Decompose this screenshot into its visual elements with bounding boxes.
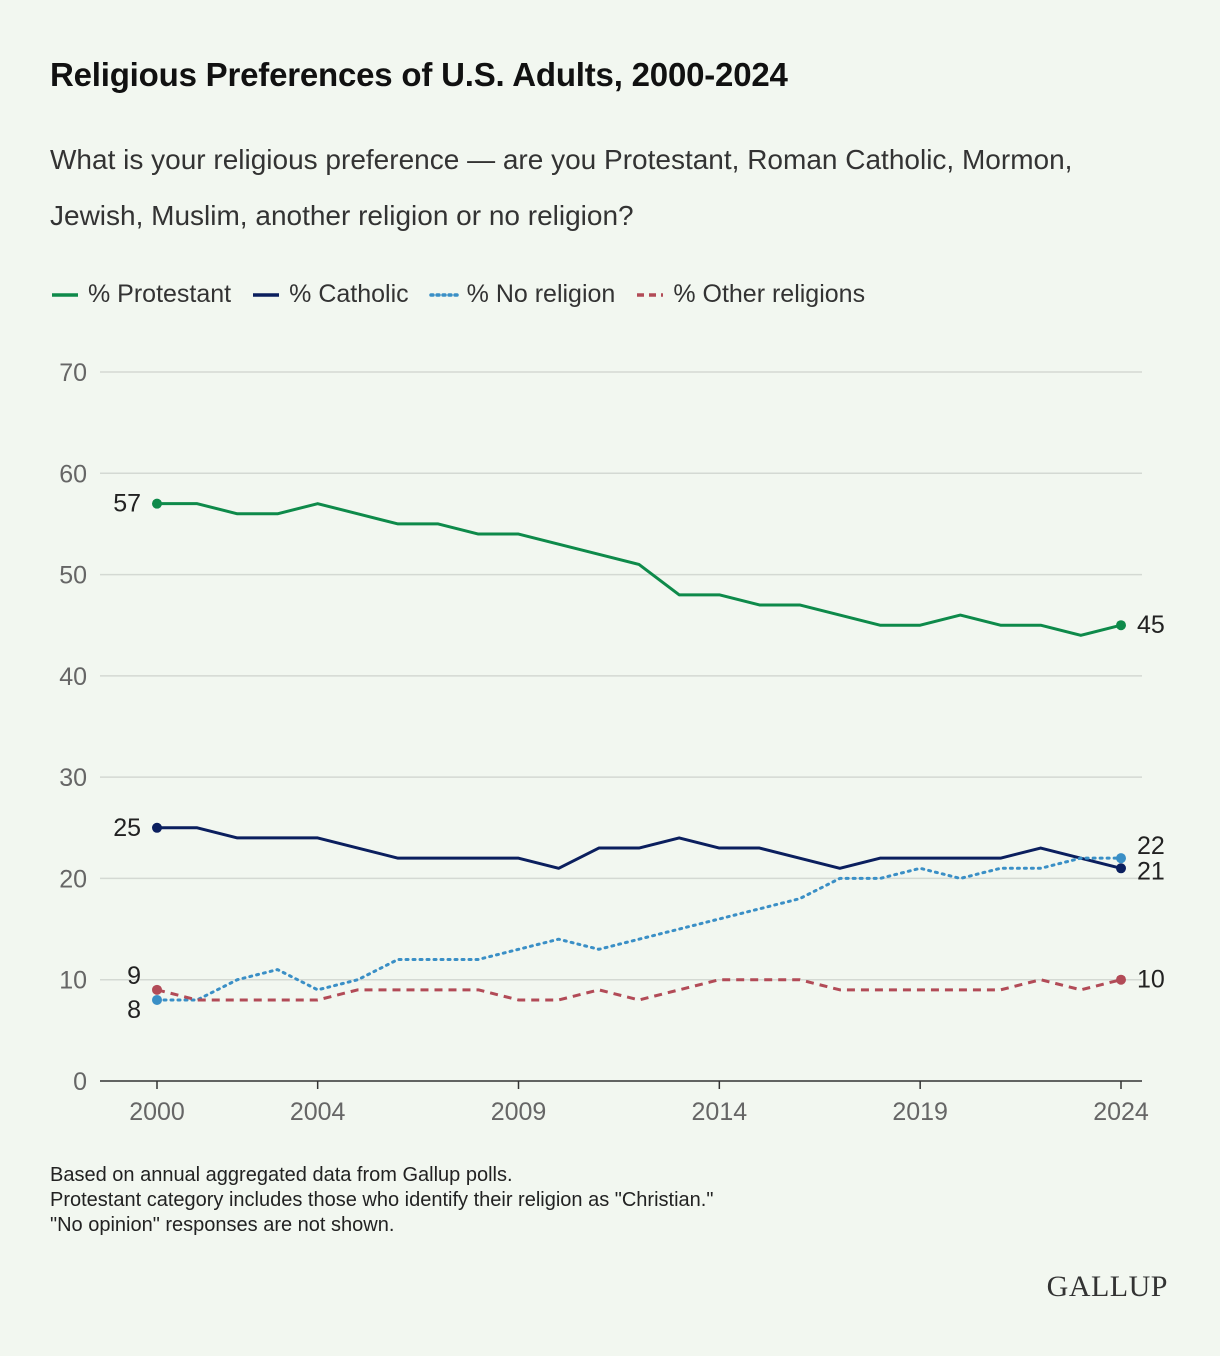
- y-tick-label-10: 10: [59, 967, 87, 995]
- x-tick-label-2009: 2009: [491, 1098, 547, 1126]
- y-tick-label-50: 50: [59, 562, 87, 590]
- legend-label-other-religions: % Other religions: [673, 280, 866, 308]
- y-tick-label-70: 70: [59, 359, 87, 387]
- legend-label-catholic: % Catholic: [289, 280, 409, 308]
- chart-title: Religious Preferences of U.S. Adults, 20…: [50, 56, 788, 93]
- end-point-no-religion: [1116, 853, 1126, 864]
- footnotes: Based on annual aggregated data from Gal…: [50, 1163, 713, 1238]
- end-point-other-religions: [1116, 974, 1126, 985]
- series-line-protestant: [157, 502, 1122, 637]
- series-line-other-religions: [156, 978, 1122, 1002]
- line-chart: 0 10 20 30 40 50 60 70 2000 2004 2009 2014 2019 2024 5…: [59, 359, 1165, 1126]
- end-label-protestant: 45: [1137, 611, 1165, 639]
- footnote-3: "No opinion" responses are not shown.: [50, 1214, 395, 1236]
- end-point-catholic: [1116, 863, 1126, 874]
- legend-swatch-catholic: [253, 292, 280, 297]
- x-tick-label-2024: 2024: [1093, 1098, 1149, 1126]
- legend-swatch-protestant: [52, 292, 78, 297]
- end-label-catholic: 21: [1137, 857, 1165, 885]
- end-label-no-religion: 22: [1137, 832, 1165, 860]
- x-tick-label-2014: 2014: [692, 1098, 748, 1126]
- legend-item-protestant: % Protestant: [50, 280, 231, 309]
- y-tick-label-40: 40: [59, 663, 87, 691]
- footnote-2: Protestant category includes those who i…: [50, 1189, 714, 1211]
- series-line-no-religion: [155, 856, 1123, 1002]
- legend-item-catholic: % Catholic: [251, 280, 409, 309]
- start-label-protestant: 57: [113, 490, 141, 518]
- gallup-logo: GALLUP: [1046, 1270, 1168, 1303]
- start-label-catholic: 25: [113, 814, 141, 842]
- x-tick-label-2019: 2019: [892, 1098, 948, 1126]
- start-point-no-religion: [152, 994, 162, 1005]
- y-tick-label-20: 20: [59, 865, 87, 893]
- end-point-protestant: [1116, 620, 1126, 631]
- legend-swatch-no-religion: [428, 292, 459, 297]
- start-point-protestant: [152, 498, 162, 509]
- start-label-other-religions: 9: [127, 962, 141, 990]
- x-tick-label-2000: 2000: [129, 1098, 185, 1126]
- legend-label-protestant: % Protestant: [88, 280, 232, 308]
- legend-label-no-religion: % No religion: [466, 280, 616, 308]
- start-label-no-religion: 8: [127, 996, 141, 1024]
- legend: % Protestant % Catholic % No religion % …: [50, 280, 885, 309]
- start-point-catholic: [152, 822, 162, 833]
- legend-item-no-religion: % No religion: [428, 280, 616, 309]
- start-point-other-religions: [152, 984, 162, 995]
- chart-subtitle: What is your religious preference — are …: [50, 144, 1073, 231]
- legend-item-other-religions: % Other religions: [635, 280, 865, 309]
- y-tick-label-60: 60: [59, 460, 87, 488]
- footnote-1: Based on annual aggregated data from Gal…: [50, 1164, 513, 1186]
- series-line-catholic: [157, 826, 1122, 870]
- legend-swatch-other-religions: [637, 292, 664, 297]
- x-tick-label-2004: 2004: [290, 1098, 346, 1126]
- end-label-other-religions: 10: [1137, 966, 1165, 994]
- y-tick-label-0: 0: [73, 1068, 87, 1096]
- y-tick-label-30: 30: [59, 764, 87, 792]
